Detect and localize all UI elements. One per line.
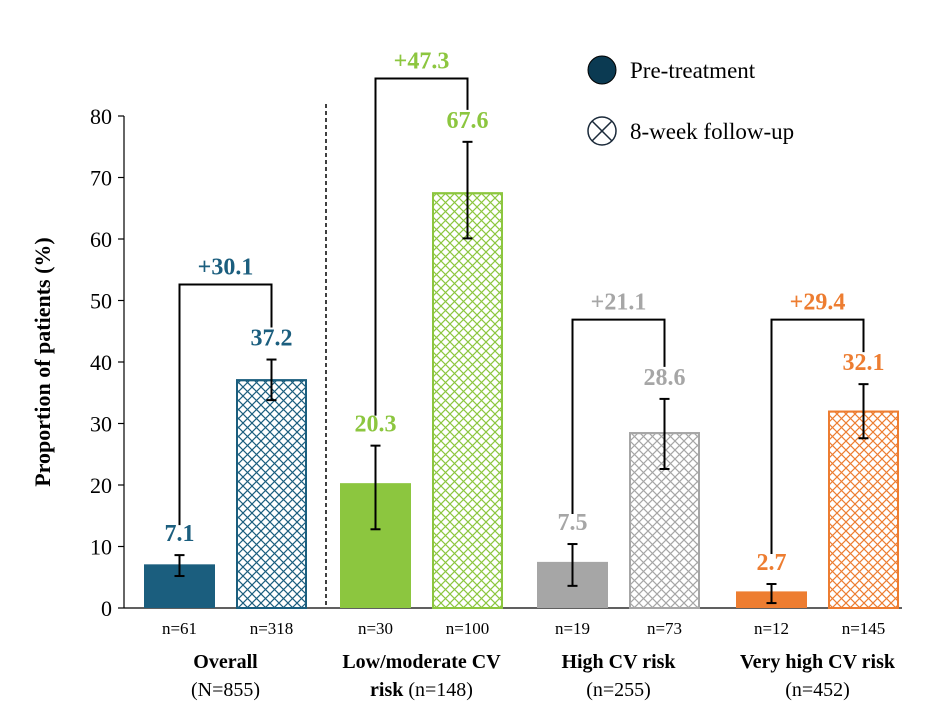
category-sublabel: (n=255)	[586, 679, 651, 701]
y-tick-label: 50	[90, 289, 112, 314]
change-bracket	[571, 318, 666, 515]
category-sublabel: risk (n=148)	[370, 679, 473, 701]
value-label: 20.3	[355, 412, 397, 438]
n-label: n=73	[647, 619, 682, 638]
y-tick-label: 0	[101, 596, 112, 621]
category-label: High CV risk	[561, 651, 676, 673]
bar-follow-up	[432, 192, 503, 609]
change-bracket	[178, 283, 273, 526]
category-sublabel: (N=855)	[191, 679, 260, 701]
n-label: n=19	[555, 619, 590, 638]
bar-group: 20.3 67.6 +47.3	[340, 48, 503, 609]
y-tick-label: 80	[90, 104, 112, 129]
y-tick-label: 70	[90, 166, 112, 191]
legend-marker-solid	[587, 55, 617, 85]
value-label: 7.1	[165, 521, 195, 547]
bars: 7.1 37.2 +30.1 20.3 67.6 +47.3 7.5 28.6 +21.1 2.7…	[144, 48, 899, 609]
legend-label: Pre-treatment	[630, 58, 756, 83]
value-label: 67.6	[447, 108, 489, 134]
category-labels: n=61 n=318 Overall (N=855) n=30 n=100 Low/mode…	[162, 619, 896, 701]
y-tick-label: 30	[90, 412, 112, 437]
n-label: n=61	[162, 619, 197, 638]
bar-group: 7.5 28.6 +21.1	[537, 290, 700, 609]
value-label: 2.7	[757, 550, 787, 576]
legend: Pre-treatment 8-week follow-up	[587, 55, 794, 146]
change-label: +29.4	[790, 290, 846, 316]
y-axis: 0 10 20 30 40 50 60 70 80 Proportion of patients …	[30, 104, 902, 621]
change-label: +21.1	[591, 290, 647, 316]
bar-follow-up	[236, 379, 307, 609]
change-label: +47.3	[394, 48, 450, 74]
y-tick-label: 60	[90, 227, 112, 252]
y-axis-title: Proportion of patients (%)	[30, 237, 55, 487]
n-label: n=100	[446, 619, 490, 638]
category-label: Overall	[193, 651, 258, 673]
category-label: Low/moderate CV	[342, 651, 501, 673]
y-tick-label: 40	[90, 350, 112, 375]
category-sublabel: (n=452)	[785, 679, 850, 701]
bar-group: 2.7 32.1 +29.4	[736, 290, 899, 609]
change-bracket	[770, 318, 865, 555]
value-label: 37.2	[251, 326, 293, 352]
n-label: n=145	[842, 619, 886, 638]
value-label: 32.1	[843, 350, 885, 376]
n-label: n=12	[754, 619, 789, 638]
change-bracket	[374, 77, 469, 416]
y-tick-label: 20	[90, 473, 112, 498]
bar-group: 7.1 37.2 +30.1	[144, 255, 307, 609]
legend-marker-hatch-b	[591, 120, 613, 142]
bar-follow-up	[828, 410, 899, 609]
legend-label: 8-week follow-up	[630, 119, 794, 144]
y-tick-label: 10	[90, 535, 112, 560]
value-label: 7.5	[558, 510, 588, 536]
n-label: n=318	[250, 619, 294, 638]
category-label: Very high CV risk	[740, 651, 896, 673]
n-label: n=30	[358, 619, 393, 638]
value-label: 28.6	[644, 365, 686, 391]
change-label: +30.1	[198, 255, 254, 281]
